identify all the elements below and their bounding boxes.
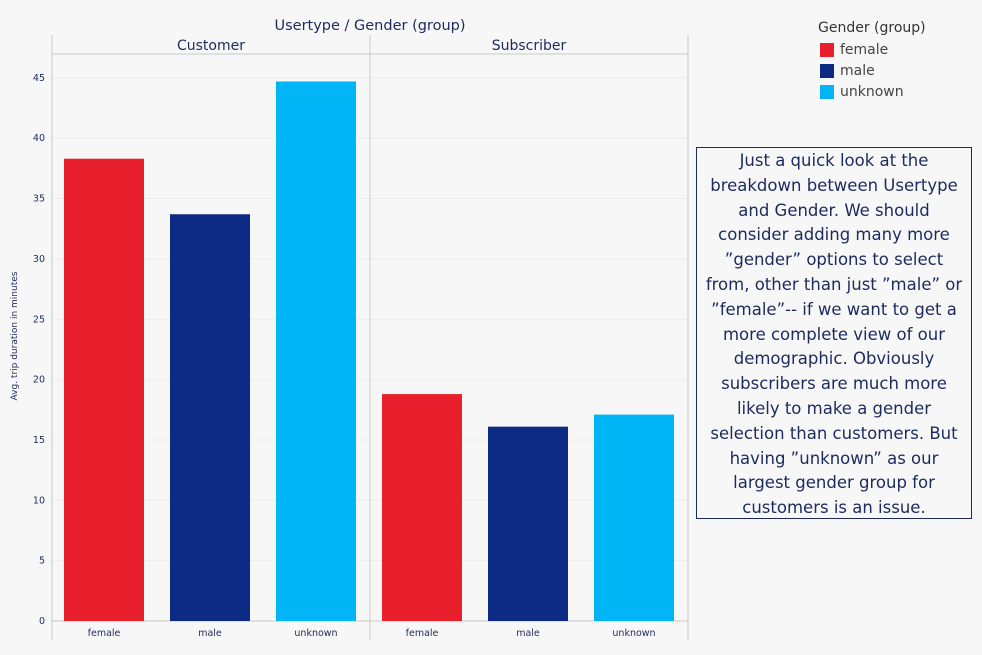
bar-customer-female	[64, 158, 144, 621]
x-tick-label: female	[406, 628, 439, 639]
y-tick-label: 40	[33, 133, 45, 144]
legend: Gender (group) female male unknown	[818, 20, 978, 102]
legend-swatch-male	[820, 63, 834, 78]
bar-customer-male	[170, 214, 250, 621]
legend-label-unknown: unknown	[840, 83, 904, 100]
bar-subscriber-female	[382, 394, 462, 621]
chart-frame	[51, 35, 689, 640]
y-tick-label: 20	[33, 375, 45, 386]
y-tick-label: 45	[33, 73, 45, 84]
panel-label-customer: Customer	[177, 38, 245, 54]
x-tick-label: unknown	[294, 628, 337, 639]
y-ticks: 0 5 10 15 20 25 30 35 40 45	[33, 73, 45, 627]
y-tick-label: 0	[39, 616, 45, 627]
bar-subscriber-male	[488, 426, 568, 621]
x-tick-label: male	[516, 628, 540, 639]
legend-swatch-female	[820, 42, 834, 57]
bar-subscriber-unknown	[594, 414, 674, 621]
x-tick-label: unknown	[612, 628, 655, 639]
annotation-note: Just a quick look at the breakdown betwe…	[696, 147, 972, 519]
panel-label-subscriber: Subscriber	[492, 38, 567, 54]
y-tick-label: 15	[33, 435, 45, 446]
legend-item-male[interactable]: male	[818, 60, 978, 81]
y-tick-label: 35	[33, 194, 45, 205]
legend-item-unknown[interactable]: unknown	[818, 81, 978, 102]
y-tick-label: 25	[33, 314, 45, 325]
legend-item-female[interactable]: female	[818, 39, 978, 60]
legend-swatch-unknown	[820, 84, 834, 99]
legend-title: Gender (group)	[818, 20, 926, 36]
y-tick-label: 30	[33, 254, 45, 265]
y-tick-label: 10	[33, 495, 45, 506]
x-tick-label: female	[88, 628, 121, 639]
bar-customer-unknown	[276, 81, 356, 621]
x-tick-label: male	[198, 628, 222, 639]
legend-label-female: female	[840, 41, 889, 58]
y-axis-label: Avg. trip duration in minutes	[10, 271, 20, 400]
bars	[64, 81, 674, 621]
legend-label-male: male	[840, 62, 875, 79]
x-ticks: female male unknown female male unknown	[88, 628, 656, 639]
chart-title: Usertype / Gender (group)	[274, 18, 465, 34]
y-tick-label: 5	[39, 556, 45, 567]
